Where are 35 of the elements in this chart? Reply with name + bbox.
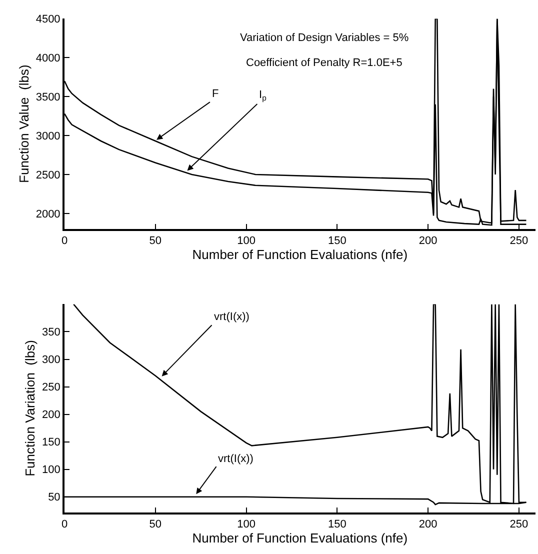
y-tick-label: 100: [42, 464, 60, 476]
y-tick-label: 4500: [36, 14, 60, 26]
y-axis-title: Function Value (lbs): [16, 64, 32, 183]
x-tick-label: 50: [149, 235, 162, 248]
y-tick-label: 350: [42, 326, 60, 339]
x-tick-label: 150: [328, 235, 346, 248]
x-axis-title: Number of Function Evaluations (nfe): [192, 247, 408, 262]
x-tick-label: 100: [237, 518, 256, 530]
y-tick-label: 200: [42, 409, 60, 422]
annotation: I$_{p}$: [259, 89, 266, 102]
y-tick-label: 50: [48, 492, 60, 504]
annotation: vrt(I(x)): [214, 311, 250, 323]
y-tick-label: 2500: [36, 169, 60, 182]
x-tick-label: 250: [510, 235, 528, 248]
y-tick-label: 2000: [36, 208, 60, 220]
x-tick-label: 150: [328, 518, 346, 530]
x-tick-label: 50: [149, 518, 162, 530]
y-tick-label: 250: [42, 382, 60, 394]
x-tick-label: 200: [418, 235, 438, 248]
annotation: Variation of Design Variables = 5%: [240, 32, 409, 44]
annotation: vrt(I(x)): [218, 453, 254, 465]
y-tick-label: 3500: [36, 91, 60, 104]
x-tick-label: 250: [510, 518, 528, 530]
x-tick-label: 200: [418, 518, 438, 530]
annotation: F: [212, 88, 219, 100]
y-tick-label: 300: [42, 354, 60, 366]
x-tick-label: 100: [237, 235, 256, 248]
y-tick-label: 3000: [36, 130, 60, 142]
x-axis-title: Number of Function Evaluations (nfe): [192, 530, 408, 546]
annotation: Coefficient of Penalty R=1.0E+5: [246, 57, 402, 69]
x-tick-label: 0: [61, 235, 68, 248]
x-tick-label: 0: [61, 518, 68, 530]
y-tick-label: 150: [42, 436, 60, 449]
y-axis-title: Function Variation (lbs): [22, 340, 38, 476]
y-tick-label: 4000: [36, 52, 60, 65]
